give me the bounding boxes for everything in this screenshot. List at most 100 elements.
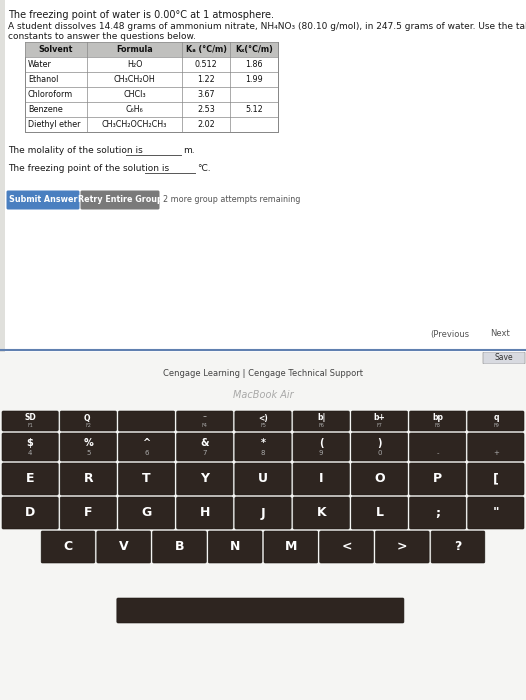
FancyBboxPatch shape (60, 411, 116, 431)
FancyBboxPatch shape (235, 411, 291, 431)
FancyBboxPatch shape (118, 433, 175, 461)
FancyBboxPatch shape (351, 497, 408, 529)
FancyBboxPatch shape (60, 433, 116, 461)
Text: L: L (376, 507, 383, 519)
FancyBboxPatch shape (2, 463, 58, 495)
FancyBboxPatch shape (410, 433, 466, 461)
FancyBboxPatch shape (410, 463, 466, 495)
Text: V: V (119, 540, 128, 554)
FancyBboxPatch shape (208, 531, 262, 563)
Text: b+: b+ (373, 414, 386, 423)
Text: K: K (317, 507, 326, 519)
Text: 5.12: 5.12 (245, 105, 263, 114)
Text: $: $ (27, 438, 34, 448)
Text: E: E (26, 473, 34, 486)
FancyBboxPatch shape (468, 411, 524, 431)
FancyBboxPatch shape (293, 433, 349, 461)
Text: Submit Answer: Submit Answer (9, 195, 77, 204)
FancyBboxPatch shape (293, 411, 349, 431)
FancyBboxPatch shape (468, 497, 524, 529)
FancyBboxPatch shape (483, 352, 525, 364)
Text: D: D (25, 507, 35, 519)
FancyBboxPatch shape (177, 433, 233, 461)
Text: 3.67: 3.67 (197, 90, 215, 99)
Text: +: + (493, 450, 499, 456)
Text: CHCl₃: CHCl₃ (123, 90, 146, 99)
Text: H: H (199, 507, 210, 519)
Text: G: G (141, 507, 151, 519)
Text: Retry Entire Group: Retry Entire Group (78, 195, 163, 204)
Text: The freezing point of the solution is: The freezing point of the solution is (8, 164, 169, 173)
Text: H₂O: H₂O (127, 60, 142, 69)
Text: 1.99: 1.99 (245, 75, 263, 84)
Text: C: C (64, 540, 73, 554)
Text: J: J (261, 507, 265, 519)
Text: MacBook Air: MacBook Air (232, 390, 294, 400)
Text: Benzene: Benzene (28, 105, 63, 114)
Bar (0, 0, 5, 352)
FancyBboxPatch shape (118, 497, 175, 529)
FancyBboxPatch shape (118, 463, 175, 495)
Text: Cengage Learning | Cengage Technical Support: Cengage Learning | Cengage Technical Sup… (163, 370, 363, 379)
Text: [: [ (493, 473, 499, 486)
Text: I: I (319, 473, 323, 486)
Text: ?: ? (454, 540, 462, 554)
FancyBboxPatch shape (351, 411, 408, 431)
Text: CH₃CH₂OCH₂CH₃: CH₃CH₂OCH₂CH₃ (102, 120, 167, 129)
FancyBboxPatch shape (431, 531, 485, 563)
Text: ;: ; (435, 507, 440, 519)
Text: 0: 0 (377, 450, 382, 456)
Text: >: > (397, 540, 408, 554)
Text: SD: SD (24, 414, 36, 423)
Text: m.: m. (183, 146, 195, 155)
Text: Water: Water (28, 60, 52, 69)
Text: ): ) (377, 438, 382, 448)
Text: Diethyl ether: Diethyl ether (28, 120, 80, 129)
Text: *: * (260, 438, 266, 448)
Text: T: T (142, 473, 151, 486)
FancyBboxPatch shape (80, 190, 159, 209)
FancyBboxPatch shape (468, 433, 524, 461)
Text: F1: F1 (27, 423, 33, 428)
Text: F: F (84, 507, 93, 519)
Text: F8: F8 (434, 423, 441, 428)
Text: 2 more group attempts remaining: 2 more group attempts remaining (163, 195, 300, 204)
Text: Y: Y (200, 473, 209, 486)
Text: constants to answer the questions below.: constants to answer the questions below. (8, 32, 196, 41)
FancyBboxPatch shape (235, 463, 291, 495)
FancyBboxPatch shape (293, 497, 349, 529)
Text: -: - (437, 450, 439, 456)
Text: Ethanol: Ethanol (28, 75, 58, 84)
FancyBboxPatch shape (351, 463, 408, 495)
Text: bp: bp (432, 414, 443, 423)
Bar (25, 42, 278, 57)
Text: F7: F7 (377, 423, 382, 428)
FancyBboxPatch shape (264, 531, 318, 563)
Text: 8: 8 (261, 450, 265, 456)
Text: ^: ^ (143, 438, 150, 448)
Text: (Previous: (Previous (430, 330, 469, 339)
Text: CH₃CH₂OH: CH₃CH₂OH (114, 75, 155, 84)
Text: Formula: Formula (116, 45, 153, 54)
Text: b|: b| (317, 414, 326, 423)
Text: 2.53: 2.53 (197, 105, 215, 114)
FancyBboxPatch shape (410, 497, 466, 529)
FancyBboxPatch shape (2, 411, 58, 431)
Text: ⁻: ⁻ (203, 414, 207, 423)
FancyBboxPatch shape (2, 433, 58, 461)
Text: <: < (341, 540, 352, 554)
FancyBboxPatch shape (117, 598, 404, 623)
Text: ": " (492, 507, 499, 519)
Text: F5: F5 (260, 423, 266, 428)
Text: Save: Save (494, 354, 513, 363)
FancyBboxPatch shape (177, 497, 233, 529)
Text: q: q (493, 414, 499, 423)
Text: Q: Q (84, 414, 93, 423)
Text: F2: F2 (85, 423, 92, 428)
Text: 7: 7 (203, 450, 207, 456)
Text: 1.22: 1.22 (197, 75, 215, 84)
Text: M: M (285, 540, 297, 554)
FancyBboxPatch shape (376, 531, 429, 563)
FancyBboxPatch shape (235, 433, 291, 461)
Text: &: & (200, 438, 209, 448)
